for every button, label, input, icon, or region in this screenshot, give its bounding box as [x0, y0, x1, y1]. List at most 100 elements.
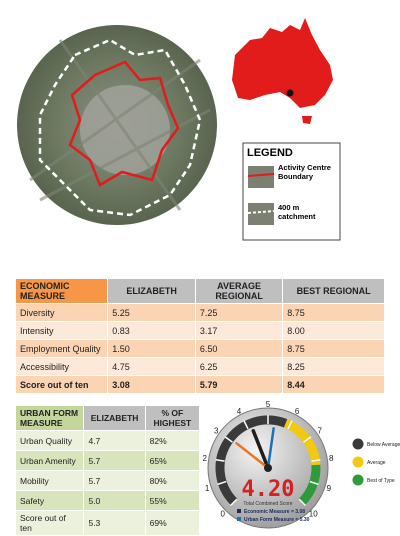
- cell: 6.50: [194, 339, 284, 358]
- cell: Urban Amenity: [14, 450, 85, 471]
- legend-item: 400 m catchment: [278, 203, 316, 221]
- gauge-needle: [266, 427, 275, 470]
- cell: Diversity: [14, 303, 109, 322]
- row: Employment Quality 1.50 6.50 8.75: [14, 339, 385, 358]
- header-cell: % OF HIGHEST: [144, 405, 201, 431]
- row: Diversity 5.25 7.25 8.75: [14, 303, 385, 322]
- legend-item: Activity Centre Boundary: [278, 163, 331, 181]
- gauge-tick: [309, 480, 319, 486]
- legend-box: [242, 142, 341, 241]
- gauge-tick: [243, 420, 249, 430]
- gauge-tick: [298, 498, 307, 507]
- cell: 65%: [144, 450, 201, 471]
- gauge-tick-label: 0: [221, 509, 226, 518]
- legend-title: LEGEND: [247, 147, 293, 159]
- measure-label: Urban Form Measure = 5.30: [244, 517, 310, 523]
- gauge-tick-label: 6: [295, 407, 300, 416]
- gauge-tick-label: 4: [237, 407, 242, 416]
- gauge-tick-label: 7: [318, 426, 323, 435]
- cell: 5.7: [83, 450, 146, 471]
- gauge-needle: [251, 429, 270, 470]
- gauge-legend-dot: [352, 438, 364, 450]
- cell: Employment Quality: [14, 339, 109, 358]
- cell: Mobility: [14, 470, 85, 491]
- row: Mobility 5.7 80%: [14, 470, 201, 491]
- row: Accessibility 4.75 6.25 8.25: [14, 357, 385, 376]
- gauge-tick-label: 2: [203, 454, 208, 463]
- cell: Safety: [14, 490, 85, 511]
- measure-swatch: [237, 517, 241, 521]
- cell: 80%: [144, 470, 201, 491]
- header-cell: AVERAGE REGIONAL: [194, 278, 284, 304]
- header-cell: URBAN FORM MEASURE: [14, 405, 85, 431]
- header-cell: ELIZABETH: [83, 405, 146, 431]
- cell: 82%: [144, 430, 201, 451]
- gauge-tick: [303, 436, 312, 443]
- cell: 7.25: [194, 303, 284, 322]
- gauge-tick-label: 8: [329, 454, 334, 463]
- gauge-tick-label: 1: [205, 484, 210, 493]
- gauge-tick: [287, 420, 293, 430]
- gauge-tick-label: 10: [309, 509, 318, 518]
- gauge-tick-label: 3: [214, 426, 219, 435]
- cell: Score out of ten: [14, 510, 85, 536]
- cell: 8.00: [282, 321, 385, 340]
- gauge-legend-dot: [352, 456, 364, 468]
- cell: 4.7: [83, 430, 146, 451]
- legend-item-text: Activity Centre Boundary: [278, 163, 331, 181]
- cell: 5.7: [83, 470, 146, 491]
- row: Score out of ten 3.08 5.79 8.44: [14, 375, 385, 394]
- cell: 3.08: [107, 375, 196, 394]
- cell: Accessibility: [14, 357, 109, 376]
- row: Safety 5.0 55%: [14, 490, 201, 511]
- gauge-tick: [217, 480, 227, 486]
- cell: 8.75: [282, 303, 385, 322]
- legend-item-text: 400 m catchment: [278, 203, 316, 221]
- cell: Urban Quality: [14, 430, 85, 451]
- gauge-tick: [229, 498, 238, 507]
- cell: 5.25: [107, 303, 196, 322]
- cell: 5.79: [194, 375, 284, 394]
- row: Urban Quality 4.7 82%: [14, 430, 201, 451]
- gauge-tick-label: 9: [327, 484, 332, 493]
- cell: 0.83: [107, 321, 196, 340]
- gauge-legend-dot: [352, 474, 364, 486]
- gauge-legend-label: Average: [367, 460, 386, 466]
- australia-map: [232, 18, 333, 124]
- cell: 1.50: [107, 339, 196, 358]
- cell: 8.25: [282, 357, 385, 376]
- aerial-map: [17, 25, 217, 225]
- row: Intensity 0.83 3.17 8.00: [14, 321, 385, 340]
- urban-form-table: URBAN FORM MEASURE ELIZABETH% OF HIGHEST U…: [14, 405, 201, 536]
- cell: Score out of ten: [14, 375, 109, 394]
- gauge-band: [298, 464, 321, 506]
- cell: 8.44: [282, 375, 385, 394]
- measure-label: Economic Measure = 3.08: [244, 509, 305, 515]
- header-row: URBAN FORM MEASURE ELIZABETH% OF HIGHEST: [14, 405, 201, 431]
- gauge-tick: [215, 458, 225, 462]
- cell: 69%: [144, 510, 201, 536]
- header-cell: ELIZABETH: [107, 278, 196, 304]
- header-row: ECONOMIC MEASURE ELIZABETH AVERAGE REGIONA…: [14, 278, 385, 304]
- gauge-tick: [224, 436, 233, 443]
- gauge-legend-label: Below Average: [367, 442, 400, 448]
- row: Urban Amenity 5.7 65%: [14, 450, 201, 471]
- gauge-score: 4.20: [242, 477, 295, 502]
- gauge-legend-label: Best of Type: [367, 478, 395, 484]
- cell: 3.17: [194, 321, 284, 340]
- cell: 4.75: [107, 357, 196, 376]
- cell: 8.75: [282, 339, 385, 358]
- cell: 5.0: [83, 490, 146, 511]
- cell: Intensity: [14, 321, 109, 340]
- gauge-tick-label: 5: [266, 400, 271, 409]
- gauge-needle: [235, 442, 270, 470]
- cell: 5.3: [83, 510, 146, 536]
- cell: 55%: [144, 490, 201, 511]
- economic-table: ECONOMIC MEASURE ELIZABETH AVERAGE REGIONA…: [14, 278, 385, 394]
- gauge-tick: [311, 458, 321, 462]
- header-cell: ECONOMIC MEASURE: [14, 278, 109, 304]
- gauge-score-label: Total Combined Score: [243, 501, 292, 507]
